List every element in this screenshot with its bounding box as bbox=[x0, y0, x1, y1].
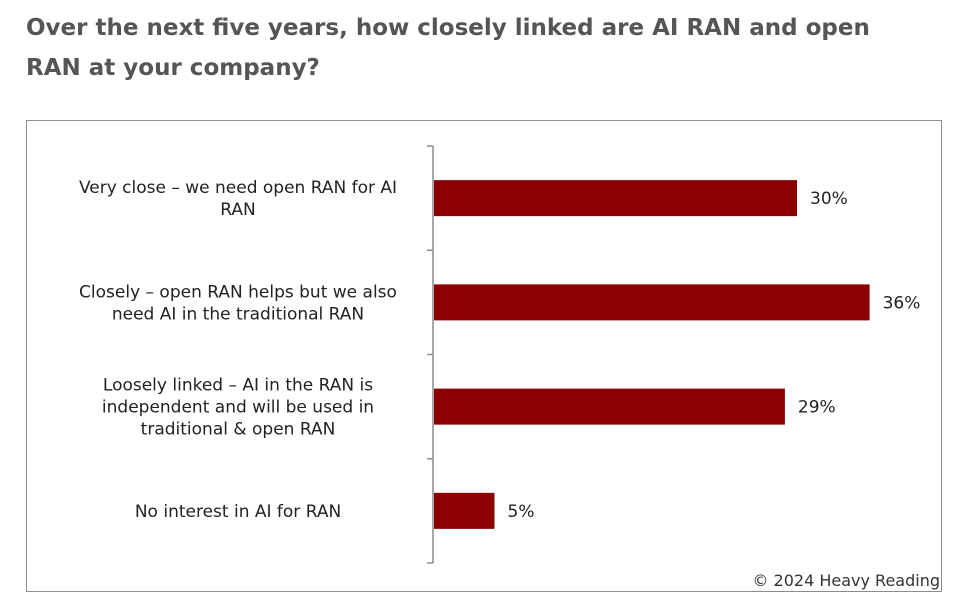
category-label-line: independent and will be used in bbox=[102, 398, 374, 418]
category-label: Closely – open RAN helps but we also need… bbox=[79, 282, 397, 324]
category-label: Very close – we need open RAN for AI RAN bbox=[79, 178, 397, 220]
bar bbox=[434, 284, 870, 321]
data-label: 36% bbox=[883, 293, 921, 313]
category-label: No interest in AI for RAN bbox=[135, 502, 341, 522]
bar bbox=[434, 180, 797, 217]
category-label-line: RAN bbox=[220, 200, 255, 220]
category-label-line: Loosely linked – AI in the RAN is bbox=[103, 376, 373, 396]
bar bbox=[434, 388, 785, 425]
bar bbox=[434, 492, 495, 529]
data-label: 30% bbox=[810, 189, 848, 209]
category-label-line: traditional & open RAN bbox=[141, 420, 336, 440]
category-label-line: need AI in the traditional RAN bbox=[112, 304, 364, 324]
data-label: 5% bbox=[508, 502, 535, 522]
page-title: Over the next five years, how closely li… bbox=[26, 15, 870, 81]
category-label-line: Very close – we need open RAN for AI bbox=[79, 178, 397, 198]
category-label: Loosely linked – AI in the RAN is indepen… bbox=[102, 376, 374, 440]
category-label-line: No interest in AI for RAN bbox=[135, 502, 341, 522]
data-label: 29% bbox=[798, 398, 836, 418]
category-label-line: Closely – open RAN helps but we also bbox=[79, 282, 397, 302]
copyright-credit: © 2024 Heavy Reading bbox=[752, 571, 940, 590]
